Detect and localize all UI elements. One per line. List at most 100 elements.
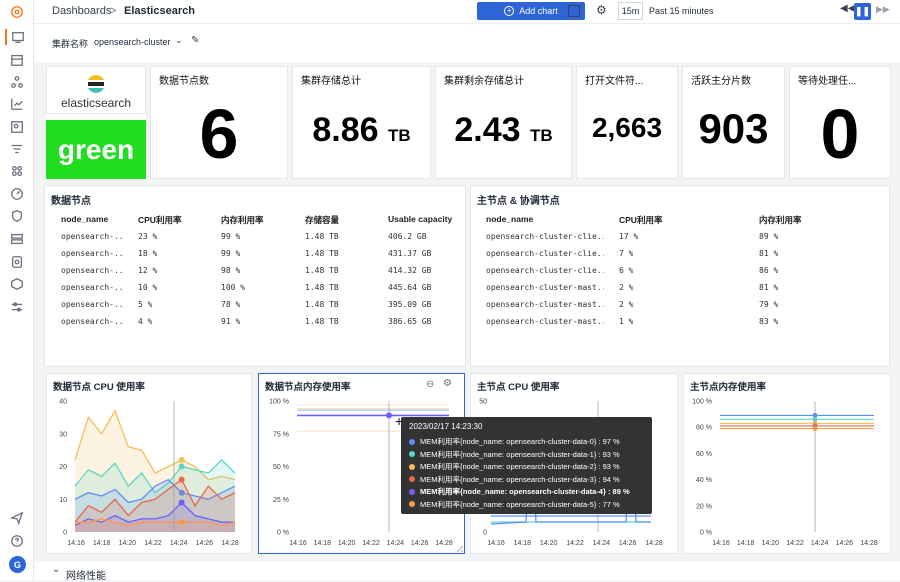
breadcrumb-root[interactable]: Dashboards bbox=[52, 5, 112, 17]
data-node-mem-plot[interactable]: 100 % 75 % 50 % 25 % 0 %14:16 14:18 14:20 14:22… bbox=[259, 374, 466, 555]
series-line bbox=[74, 409, 236, 481]
master-node-mem-plot[interactable]: 100 % 80 % 60 % 40 % 20 % 0 %14:16 14:18 14:20 1… bbox=[684, 374, 892, 555]
user-avatar[interactable]: G bbox=[9, 556, 26, 573]
column-header[interactable]: 内存利用率 bbox=[221, 215, 264, 225]
chart-icon[interactable] bbox=[9, 96, 25, 112]
series-area bbox=[75, 479, 235, 532]
tooltip-text: MEM利用率{node_name: opensearch-cluster-dat… bbox=[420, 474, 620, 484]
table-cell: 98 % bbox=[221, 266, 241, 275]
section-header[interactable]: ⌄ 网络性能 bbox=[34, 562, 900, 582]
x-tick-label: 14:28 bbox=[860, 540, 878, 547]
y-tick-label: 30 bbox=[59, 431, 67, 438]
x-tick-label: 14:20 bbox=[762, 540, 780, 547]
cube-icon[interactable] bbox=[9, 276, 25, 292]
series-line bbox=[74, 459, 236, 494]
section-title: 网络性能 bbox=[66, 571, 106, 582]
rewind-icon[interactable]: ◀◀ bbox=[840, 3, 856, 14]
crosshair-cursor-icon: + bbox=[395, 413, 404, 429]
cluster-select[interactable]: opensearch-cluster bbox=[94, 37, 171, 47]
table-cell: 6 % bbox=[619, 266, 634, 275]
nodes-icon[interactable] bbox=[9, 74, 25, 90]
y-tick-label: 60 % bbox=[696, 451, 712, 458]
x-tick-label: 14:24 bbox=[811, 540, 829, 547]
table-cell: 4 % bbox=[138, 317, 153, 326]
hover-point bbox=[178, 489, 185, 496]
gauge-icon[interactable] bbox=[9, 186, 25, 202]
dashboard-icon[interactable] bbox=[5, 29, 29, 45]
pause-button[interactable]: ❚❚ bbox=[854, 3, 871, 20]
table-cell: opensearch-... bbox=[61, 317, 123, 326]
table-cell: 1 % bbox=[619, 317, 634, 326]
column-header[interactable]: CPU利用率 bbox=[138, 215, 182, 225]
filter-icon[interactable] bbox=[9, 141, 25, 157]
data-nodes-table-panel: 数据节点 node_name CPU利用率 内存利用率 存储容量 Usable … bbox=[44, 185, 466, 367]
tooltip-time: 2023/02/17 14:23:30 bbox=[409, 422, 483, 431]
y-tick-label: 0 bbox=[63, 530, 67, 537]
y-tick-label: 40 bbox=[59, 399, 67, 406]
x-tick-label: 14:18 bbox=[514, 540, 532, 547]
table-cell: opensearch-... bbox=[61, 266, 123, 275]
table-cell: 23 % bbox=[138, 232, 158, 241]
gear-icon[interactable]: ⚙ bbox=[443, 378, 452, 389]
interval-select[interactable]: 15m bbox=[618, 2, 643, 20]
table-cell: opensearch-... bbox=[61, 300, 123, 309]
column-header[interactable]: CPU利用率 bbox=[619, 215, 663, 225]
time-range-picker[interactable]: Past 15 minutes bbox=[649, 6, 714, 16]
zoom-icon[interactable]: ⊖ bbox=[426, 379, 435, 390]
stat-panel-pending-tasks: 等待处理任... 0 bbox=[789, 66, 891, 179]
x-tick-label: 14:26 bbox=[196, 540, 214, 547]
column-header[interactable]: node_name bbox=[486, 214, 534, 224]
storage-icon[interactable] bbox=[9, 254, 25, 270]
table-cell: 7 % bbox=[619, 249, 634, 258]
hover-point bbox=[178, 476, 185, 483]
chevron-down-icon[interactable]: ⌄ bbox=[52, 564, 61, 575]
search-doc-icon[interactable] bbox=[9, 119, 25, 135]
tooltip-row: MEM利用率{node_name: opensearch-cluster-dat… bbox=[409, 461, 620, 472]
help-icon[interactable] bbox=[9, 533, 25, 549]
database-icon[interactable] bbox=[9, 231, 25, 247]
edit-icon[interactable]: ✎ bbox=[191, 35, 200, 46]
x-tick-label: 14:16 bbox=[487, 540, 505, 547]
sidebar: G bbox=[0, 0, 34, 580]
brand-panel: elasticsearch green bbox=[46, 66, 146, 179]
table-cell: 17 % bbox=[619, 232, 639, 241]
table-title: 数据节点 bbox=[51, 196, 91, 207]
gear-icon[interactable]: ⚙ bbox=[596, 3, 607, 17]
filter-bar: 集群名称 opensearch-cluster ⌄ ✎ bbox=[34, 24, 900, 62]
logo-icon[interactable] bbox=[9, 4, 25, 20]
x-tick-label: 14:18 bbox=[314, 540, 332, 547]
shield-icon[interactable] bbox=[9, 208, 25, 224]
column-header[interactable]: node_name bbox=[61, 214, 109, 224]
data-node-cpu-plot[interactable]: 40 30 20 10 014:16 14:18 14:20 14:22 14:24 14:26 1… bbox=[47, 374, 253, 555]
play-tv-icon[interactable] bbox=[568, 5, 580, 17]
x-tick-label: 14:24 bbox=[387, 540, 405, 547]
y-tick-label: 100 % bbox=[692, 399, 712, 406]
calendar-icon[interactable] bbox=[9, 52, 25, 68]
series-line bbox=[74, 478, 236, 523]
apps-icon[interactable] bbox=[9, 163, 25, 179]
stat-value: 2,663 bbox=[591, 112, 663, 143]
add-chart-button[interactable]: + Add chart bbox=[477, 2, 585, 20]
fast-forward-icon[interactable]: ▶▶ bbox=[876, 4, 890, 14]
column-header[interactable]: Usable capacity bbox=[388, 214, 453, 224]
y-tick-label: 100 % bbox=[269, 399, 289, 406]
legend-dot bbox=[409, 463, 415, 470]
elasticsearch-logo-icon bbox=[88, 75, 104, 93]
hover-point bbox=[386, 412, 392, 419]
tooltip-text: MEM利用率{node_name: opensearch-cluster-dat… bbox=[420, 499, 620, 509]
x-tick-label: 14:20 bbox=[540, 540, 558, 547]
x-tick-label: 14:20 bbox=[338, 540, 356, 547]
send-icon[interactable] bbox=[9, 510, 25, 526]
series-line bbox=[75, 518, 236, 527]
settings-sliders-icon[interactable] bbox=[9, 299, 25, 315]
table-cell: opensearch-cluster-clie... bbox=[486, 232, 604, 241]
chevron-down-icon[interactable]: ⌄ bbox=[175, 35, 183, 45]
plus-icon: + bbox=[504, 6, 515, 16]
stat-panel-primary-shards: 活跃主分片数 903 bbox=[682, 66, 785, 179]
series-line bbox=[74, 501, 235, 527]
table-cell: 12 % bbox=[138, 266, 158, 275]
table-cell: opensearch-cluster-clie... bbox=[486, 249, 604, 258]
column-header[interactable]: 存储容量 bbox=[305, 215, 340, 225]
y-tick-label: 0 bbox=[483, 530, 487, 537]
column-header[interactable]: 内存利用率 bbox=[759, 215, 802, 225]
